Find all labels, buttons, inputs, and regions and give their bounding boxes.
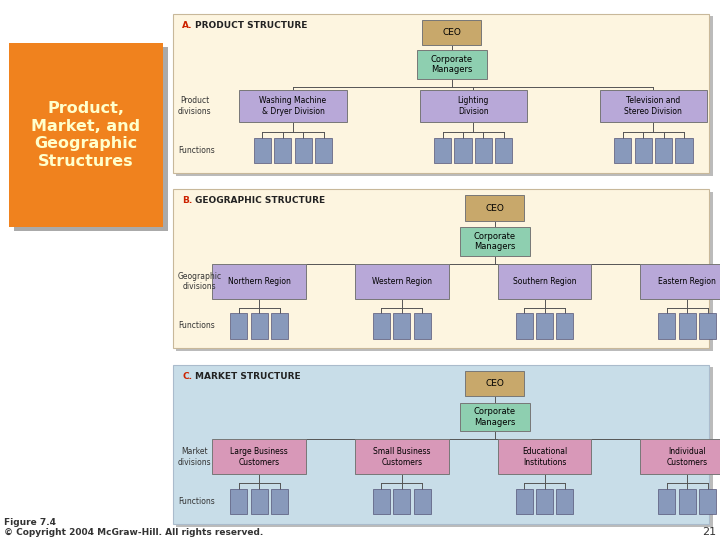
Text: GEOGRAPHIC STRUCTURE: GEOGRAPHIC STRUCTURE — [195, 196, 325, 205]
FancyBboxPatch shape — [557, 489, 574, 514]
FancyBboxPatch shape — [253, 138, 271, 163]
FancyBboxPatch shape — [498, 264, 591, 299]
FancyBboxPatch shape — [536, 489, 553, 514]
FancyBboxPatch shape — [516, 313, 533, 339]
FancyBboxPatch shape — [373, 313, 390, 339]
FancyBboxPatch shape — [454, 138, 472, 163]
FancyBboxPatch shape — [640, 440, 720, 475]
FancyBboxPatch shape — [9, 43, 163, 227]
Text: Market
divisions: Market divisions — [178, 447, 212, 467]
FancyBboxPatch shape — [212, 264, 306, 299]
FancyBboxPatch shape — [417, 50, 487, 79]
Text: C.: C. — [182, 372, 192, 381]
Text: Washing Machine
& Dryer Division: Washing Machine & Dryer Division — [259, 96, 326, 116]
FancyBboxPatch shape — [536, 313, 553, 339]
FancyBboxPatch shape — [176, 16, 713, 176]
FancyBboxPatch shape — [658, 313, 675, 339]
FancyBboxPatch shape — [176, 367, 713, 526]
Text: Small Business
Customers: Small Business Customers — [373, 447, 431, 467]
Text: A.: A. — [182, 21, 193, 30]
FancyBboxPatch shape — [393, 489, 410, 514]
Text: Product,
Market, and
Geographic
Structures: Product, Market, and Geographic Structur… — [32, 102, 140, 168]
FancyBboxPatch shape — [422, 20, 481, 45]
FancyBboxPatch shape — [495, 138, 513, 163]
Text: Functions: Functions — [178, 146, 215, 155]
FancyBboxPatch shape — [474, 138, 492, 163]
Text: CEO: CEO — [442, 28, 462, 37]
FancyBboxPatch shape — [634, 138, 652, 163]
FancyBboxPatch shape — [176, 192, 713, 351]
FancyBboxPatch shape — [414, 489, 431, 514]
FancyBboxPatch shape — [230, 489, 248, 514]
FancyBboxPatch shape — [557, 313, 574, 339]
Text: Northern Region: Northern Region — [228, 277, 291, 286]
Text: 21: 21 — [702, 527, 716, 537]
FancyBboxPatch shape — [271, 489, 288, 514]
FancyBboxPatch shape — [355, 440, 449, 475]
FancyBboxPatch shape — [516, 489, 533, 514]
FancyBboxPatch shape — [655, 138, 672, 163]
FancyBboxPatch shape — [460, 227, 529, 256]
Text: Corporate
Managers: Corporate Managers — [474, 232, 516, 251]
FancyBboxPatch shape — [239, 90, 346, 122]
FancyBboxPatch shape — [230, 313, 248, 339]
FancyBboxPatch shape — [465, 371, 524, 396]
Text: Product
divisions: Product divisions — [178, 96, 212, 116]
Text: Figure 7.4
© Copyright 2004 McGraw-Hill. All rights reserved.: Figure 7.4 © Copyright 2004 McGraw-Hill.… — [4, 518, 263, 537]
FancyBboxPatch shape — [271, 313, 288, 339]
FancyBboxPatch shape — [251, 313, 268, 339]
FancyBboxPatch shape — [600, 90, 707, 122]
Text: CEO: CEO — [485, 204, 504, 213]
FancyBboxPatch shape — [274, 138, 292, 163]
FancyBboxPatch shape — [355, 264, 449, 299]
Text: Eastern Region: Eastern Region — [658, 277, 716, 286]
Text: Functions: Functions — [178, 497, 215, 506]
FancyBboxPatch shape — [658, 489, 675, 514]
FancyBboxPatch shape — [173, 14, 709, 173]
Text: Functions: Functions — [178, 321, 215, 330]
FancyBboxPatch shape — [675, 138, 693, 163]
Text: Corporate
Managers: Corporate Managers — [431, 55, 473, 74]
Text: Geographic
divisions: Geographic divisions — [178, 272, 222, 291]
Text: Individual
Customers: Individual Customers — [667, 447, 708, 467]
Text: Television and
Stereo Division: Television and Stereo Division — [624, 96, 683, 116]
FancyBboxPatch shape — [640, 264, 720, 299]
FancyBboxPatch shape — [434, 138, 451, 163]
FancyBboxPatch shape — [699, 489, 716, 514]
FancyBboxPatch shape — [294, 138, 312, 163]
FancyBboxPatch shape — [373, 489, 390, 514]
FancyBboxPatch shape — [251, 489, 268, 514]
FancyBboxPatch shape — [14, 47, 168, 231]
Text: PRODUCT STRUCTURE: PRODUCT STRUCTURE — [195, 21, 307, 30]
FancyBboxPatch shape — [498, 440, 591, 475]
FancyBboxPatch shape — [212, 440, 306, 475]
FancyBboxPatch shape — [679, 313, 696, 339]
Text: B.: B. — [182, 196, 192, 205]
Text: Educational
Institutions: Educational Institutions — [522, 447, 567, 467]
Text: Corporate
Managers: Corporate Managers — [474, 407, 516, 427]
FancyBboxPatch shape — [699, 313, 716, 339]
FancyBboxPatch shape — [414, 313, 431, 339]
FancyBboxPatch shape — [393, 313, 410, 339]
FancyBboxPatch shape — [679, 489, 696, 514]
Text: Southern Region: Southern Region — [513, 277, 576, 286]
FancyBboxPatch shape — [420, 90, 527, 122]
Text: Western Region: Western Region — [372, 277, 432, 286]
FancyBboxPatch shape — [460, 403, 529, 431]
Text: Large Business
Customers: Large Business Customers — [230, 447, 288, 467]
Text: Lighting
Division: Lighting Division — [457, 96, 489, 116]
FancyBboxPatch shape — [315, 138, 332, 163]
FancyBboxPatch shape — [465, 195, 524, 221]
Text: MARKET STRUCTURE: MARKET STRUCTURE — [195, 372, 301, 381]
FancyBboxPatch shape — [614, 138, 631, 163]
FancyBboxPatch shape — [173, 364, 709, 524]
FancyBboxPatch shape — [173, 189, 709, 348]
Text: CEO: CEO — [485, 379, 504, 388]
